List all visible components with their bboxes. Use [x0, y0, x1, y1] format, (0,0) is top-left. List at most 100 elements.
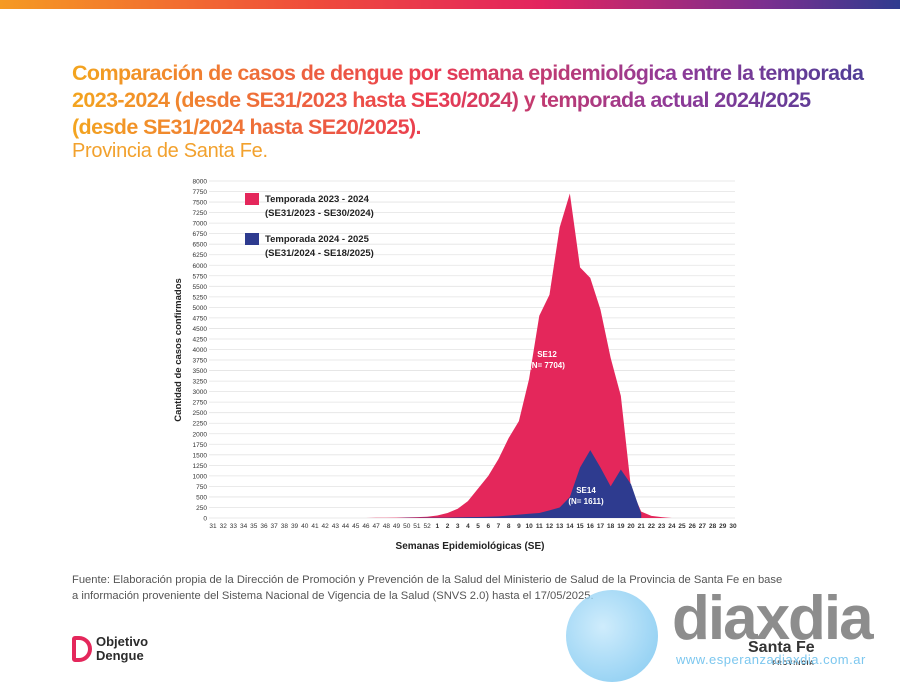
x-tick-label: 48	[383, 523, 391, 530]
x-tick-label: 38	[281, 523, 289, 530]
x-tick-label: 18	[607, 523, 615, 530]
x-tick-label: 42	[322, 523, 330, 530]
y-tick-label: 4500	[193, 326, 208, 333]
x-tick-label: 25	[678, 523, 686, 530]
annotation: (N= 1611)	[568, 497, 604, 506]
y-tick-label: 6250	[193, 252, 208, 259]
y-tick-label: 0	[203, 516, 207, 523]
y-axis-label: Cantidad de casos confirmados	[173, 278, 184, 422]
watermark-globe	[566, 590, 658, 682]
x-tick-label: 50	[403, 523, 411, 530]
chart: 0250500750100012501500175020002250250027…	[173, 179, 737, 553]
y-tick-label: 5500	[193, 284, 208, 291]
y-tick-label: 500	[196, 494, 207, 501]
x-tick-label: 51	[413, 523, 421, 530]
x-tick-label: 31	[209, 523, 217, 530]
y-tick-label: 3750	[193, 358, 208, 365]
annotation: (N= 7704)	[529, 361, 565, 370]
y-tick-label: 3250	[193, 379, 208, 386]
area	[213, 193, 733, 518]
x-tick-label: 13	[556, 523, 564, 530]
y-tick-label: 7000	[193, 221, 208, 228]
x-tick-label: 11	[536, 523, 543, 530]
y-tick-label: 1500	[193, 452, 208, 459]
y-tick-label: 7500	[193, 200, 208, 207]
y-tick-label: 2000	[193, 431, 208, 438]
x-tick-label: 6	[486, 523, 490, 530]
chart-title: Comparación de casos de dengue por seman…	[72, 60, 872, 141]
legend-period: (SE31/2023 - SE30/2024)	[265, 208, 374, 219]
x-tick-label: 5	[476, 523, 480, 530]
y-tick-label: 2750	[193, 400, 208, 407]
campaign-line: Dengue	[96, 648, 144, 663]
legend-label: Temporada 2023 - 2024	[265, 194, 370, 205]
x-tick-label: 19	[617, 523, 625, 530]
x-tick-label: 34	[240, 523, 248, 530]
x-tick-label: 2	[446, 523, 450, 530]
x-tick-label: 23	[658, 523, 666, 530]
x-tick-label: 43	[332, 523, 340, 530]
x-tick-label: 37	[271, 523, 279, 530]
y-tick-label: 5250	[193, 294, 208, 301]
source-note: Fuente: Elaboración propia de la Direcci…	[72, 572, 782, 604]
x-tick-label: 7	[497, 523, 501, 530]
x-tick-label: 40	[301, 523, 309, 530]
x-tick-label: 12	[546, 523, 554, 530]
legend-label: Temporada 2024 - 2025	[265, 234, 370, 245]
y-tick-label: 750	[196, 484, 207, 491]
x-tick-label: 32	[220, 523, 228, 530]
y-tick-label: 8000	[193, 179, 208, 186]
x-tick-label: 27	[699, 523, 707, 530]
x-tick-label: 52	[424, 523, 432, 530]
x-tick-label: 35	[250, 523, 258, 530]
x-tick-label: 20	[627, 523, 635, 530]
x-tick-label: 15	[576, 523, 584, 530]
x-tick-label: 49	[393, 523, 401, 530]
y-tick-label: 250	[196, 505, 207, 512]
x-tick-label: 9	[517, 523, 521, 530]
y-tick-label: 7250	[193, 210, 208, 217]
x-tick-label: 41	[311, 523, 319, 530]
legend-period: (SE31/2024 - SE18/2025)	[265, 248, 374, 259]
y-tick-label: 1750	[193, 442, 208, 449]
x-tick-label: 4	[466, 523, 470, 530]
x-tick-label: 28	[709, 523, 717, 530]
annotation: SE12	[537, 350, 557, 359]
legend-swatch	[245, 193, 259, 205]
x-tick-label: 21	[638, 523, 646, 530]
province-tag: PROVINCIA	[772, 661, 815, 667]
x-tick-label: 14	[566, 523, 574, 530]
province-name: Santa Fe	[748, 639, 815, 656]
y-tick-label: 6500	[193, 242, 208, 249]
legend-swatch	[245, 233, 259, 245]
x-tick-label: 24	[668, 523, 676, 530]
watermark: diaxdia	[672, 584, 874, 653]
source-line: a información proveniente del Sistema Na…	[72, 590, 594, 602]
y-tick-label: 6000	[193, 263, 208, 270]
x-tick-label: 29	[719, 523, 727, 530]
y-tick-label: 5750	[193, 273, 208, 280]
y-tick-label: 2250	[193, 421, 208, 428]
source-line: Fuente: Elaboración propia de la Direcci…	[72, 574, 783, 586]
x-tick-label: 1	[436, 523, 440, 530]
y-tick-label: 2500	[193, 410, 208, 417]
x-tick-label: 3	[456, 523, 460, 530]
x-tick-label: 17	[597, 523, 605, 530]
x-tick-label: 22	[648, 523, 656, 530]
y-tick-label: 4000	[193, 347, 208, 354]
campaign-text: Objetivo Dengue	[96, 635, 148, 663]
x-tick-label: 33	[230, 523, 238, 530]
annotation: SE14	[576, 486, 596, 495]
x-tick-label: 30	[729, 523, 737, 530]
x-tick-label: 10	[525, 523, 533, 530]
x-tick-label: 8	[507, 523, 511, 530]
y-tick-label: 5000	[193, 305, 208, 312]
x-tick-label: 44	[342, 523, 350, 530]
x-tick-label: 26	[689, 523, 697, 530]
y-tick-label: 4250	[193, 336, 208, 343]
y-tick-label: 4750	[193, 315, 208, 322]
top-gradient-bar	[0, 0, 900, 9]
campaign-logo: Objetivo Dengue	[72, 635, 148, 663]
x-tick-label: 36	[260, 523, 268, 530]
